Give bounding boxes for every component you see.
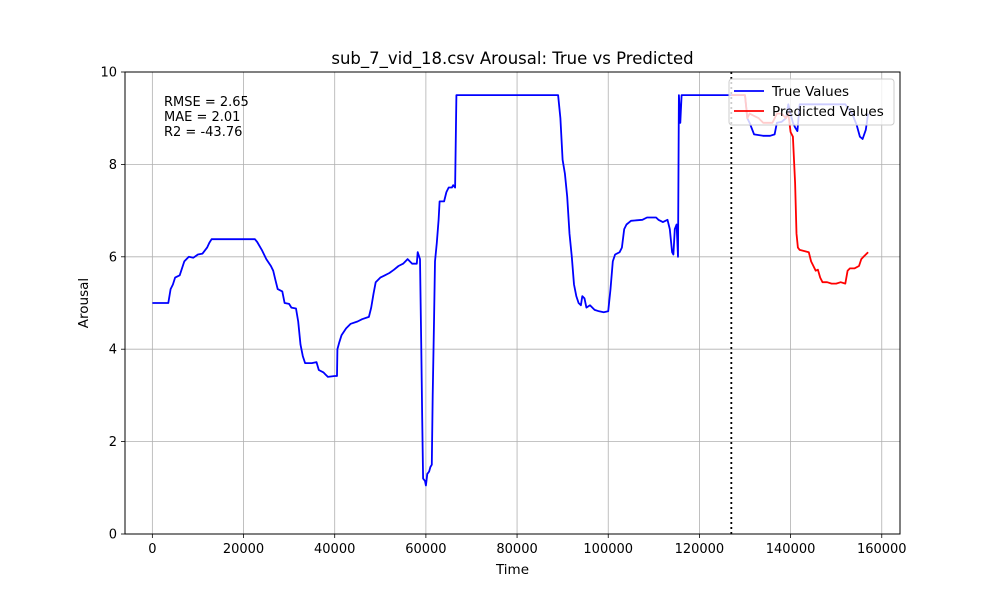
legend-box xyxy=(728,78,895,126)
y-tick-label-5: 10 xyxy=(100,66,117,81)
x-tick-label-2: 40000 xyxy=(314,542,355,557)
y-tick-label-0: 0 xyxy=(109,528,117,543)
x-tick-label-6: 120000 xyxy=(675,542,725,557)
axis-ticks: 0 20000 40000 60000 80000 100000 120000 140000 1… xyxy=(100,66,906,558)
metric-rmse: RMSE = 2.65 xyxy=(164,95,249,110)
y-tick-label-1: 2 xyxy=(109,435,117,450)
y-tick-label-4: 8 xyxy=(109,158,117,173)
metric-mae: MAE = 2.01 xyxy=(164,110,240,125)
x-axis-label: Time xyxy=(495,562,529,578)
x-tick-label-4: 80000 xyxy=(496,542,537,557)
x-tick-label-7: 140000 xyxy=(766,542,816,557)
legend: True Values Predicted Values xyxy=(728,78,895,126)
plot-area-frame xyxy=(124,71,901,535)
legend-label-true: True Values xyxy=(771,84,849,100)
metric-r2: R2 = -43.76 xyxy=(164,125,242,140)
legend-label-predicted: Predicted Values xyxy=(772,104,884,120)
y-tick-label-2: 4 xyxy=(109,343,117,358)
y-tick-label-3: 6 xyxy=(109,250,117,265)
metrics-annotation: RMSE = 2.65 MAE = 2.01 R2 = -43.76 xyxy=(164,95,249,140)
x-tick-label-0: 0 xyxy=(148,542,156,557)
chart-title: sub_7_vid_18.csv Arousal: True vs Predic… xyxy=(331,49,693,69)
x-tick-label-1: 20000 xyxy=(223,542,264,557)
x-tick-label-8: 160000 xyxy=(857,542,907,557)
x-tick-label-3: 60000 xyxy=(405,542,446,557)
x-tick-label-5: 100000 xyxy=(583,542,633,557)
y-axis-label: Arousal xyxy=(76,278,92,328)
series-line-0 xyxy=(152,94,869,487)
